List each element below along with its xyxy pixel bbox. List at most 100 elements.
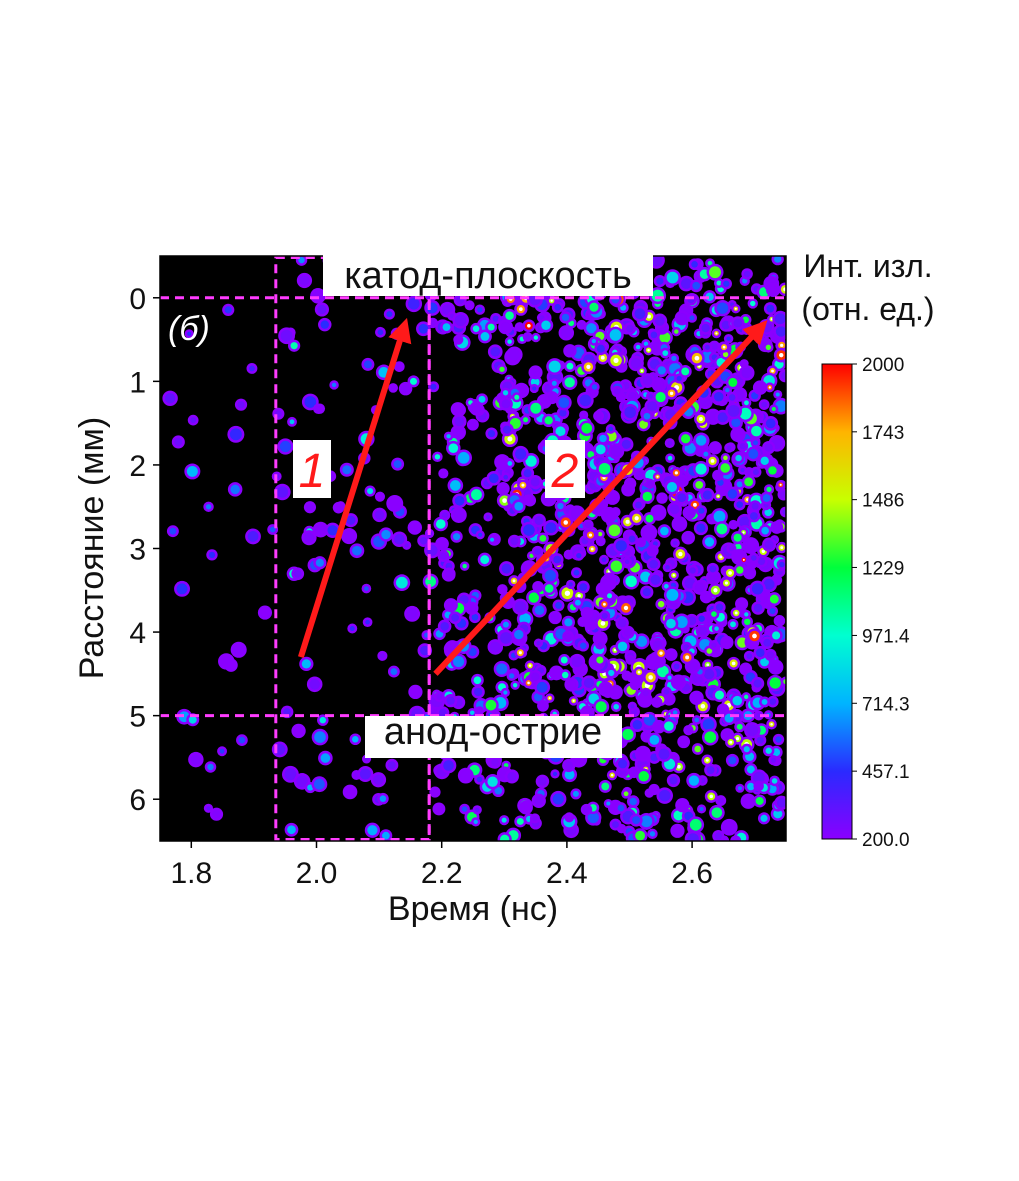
emission-core <box>518 651 522 655</box>
emission-spot <box>454 495 465 506</box>
emission-spot <box>638 539 644 545</box>
emission-spot <box>571 656 583 668</box>
emission-spot <box>706 766 715 774</box>
bottom-label-box <box>365 716 622 758</box>
emission-spot <box>299 275 310 286</box>
emission-spot <box>591 338 596 344</box>
emission-spot <box>654 316 665 326</box>
emission-spot <box>435 805 443 813</box>
emission-spot <box>499 484 508 493</box>
emission-spot <box>501 817 507 823</box>
emission-spot <box>649 831 656 837</box>
emission-spot <box>672 710 678 715</box>
emission-spot <box>595 701 607 713</box>
emission-spot <box>597 531 603 537</box>
emission-core <box>710 459 715 463</box>
emission-spot <box>609 329 622 341</box>
emission-spot <box>583 677 595 689</box>
emission-spot <box>768 466 777 475</box>
emission-spot <box>536 641 541 646</box>
emission-spot <box>736 481 743 488</box>
emission-spot <box>728 394 736 401</box>
emission-spot <box>496 456 508 468</box>
emission-spot <box>564 633 572 640</box>
emission-spot <box>666 271 679 284</box>
emission-spot <box>694 745 702 753</box>
emission-spot <box>401 384 410 393</box>
emission-spot <box>304 396 317 408</box>
emission-core <box>586 364 591 369</box>
emission-spot <box>715 603 724 611</box>
emission-spot <box>657 600 665 608</box>
emission-spot <box>579 583 588 592</box>
emission-spot <box>765 344 772 351</box>
emission-spot <box>583 806 590 813</box>
colorbar-title-line1: Инт. изл. <box>803 248 932 284</box>
emission-spot <box>431 788 439 796</box>
emission-core <box>507 436 513 442</box>
emission-spot <box>776 798 786 808</box>
emission-spot <box>364 586 369 591</box>
emission-spot <box>731 418 741 428</box>
emission-spot <box>769 608 776 615</box>
emission-spot <box>539 534 547 542</box>
emission-core <box>647 348 650 352</box>
emission-spot <box>701 323 710 333</box>
emission-spot <box>692 281 701 290</box>
emission-spot <box>480 555 490 565</box>
emission-core <box>761 549 766 553</box>
emission-spot <box>287 825 296 835</box>
emission-spot <box>704 731 717 743</box>
emission-spot <box>596 656 604 664</box>
emission-spot <box>470 489 482 501</box>
emission-spot <box>781 371 786 380</box>
emission-spot <box>381 529 391 540</box>
emission-spot <box>723 280 730 287</box>
emission-spot <box>667 675 672 680</box>
emission-spot <box>534 516 544 525</box>
emission-spot <box>471 613 479 621</box>
emission-spot <box>516 817 524 825</box>
arrow2-label-box <box>545 440 585 498</box>
emission-spot <box>779 561 785 568</box>
emission-spot <box>761 699 768 705</box>
emission-spot <box>780 491 786 498</box>
emission-spot <box>711 611 717 617</box>
emission-spot <box>164 393 176 404</box>
emission-core <box>623 605 629 611</box>
emission-spot <box>473 687 483 697</box>
emission-spot <box>642 587 651 597</box>
emission-spot <box>743 746 750 753</box>
emission-spot <box>764 508 772 517</box>
y-axis-title: Расстояние (мм) <box>73 417 111 680</box>
emission-core <box>602 602 606 606</box>
emission-spot <box>610 560 623 572</box>
emission-spot <box>655 392 666 403</box>
emission-spot <box>491 758 499 767</box>
emission-core <box>734 307 737 310</box>
emission-core <box>713 588 718 593</box>
colorbar-ticks: 2000 1743 1486 1229 971.4 714.3 457.1 200.0 <box>852 355 910 851</box>
emission-spot <box>555 426 566 437</box>
emission-spot <box>525 455 537 467</box>
emission-spot <box>630 704 635 709</box>
emission-spot <box>607 492 618 503</box>
emission-spot <box>632 719 643 730</box>
emission-spot <box>617 641 628 652</box>
emission-spot <box>453 427 464 438</box>
emission-spot <box>317 304 327 315</box>
emission-spot <box>523 469 532 478</box>
emission-spot <box>732 695 743 706</box>
emission-spot <box>696 523 706 533</box>
emission-core <box>735 737 740 741</box>
emission-spot <box>293 569 302 578</box>
emission-spot <box>624 628 633 637</box>
emission-core <box>577 594 581 598</box>
emission-spot <box>740 467 745 473</box>
emission-spot <box>595 444 606 455</box>
emission-spot <box>430 383 437 390</box>
emission-spot <box>327 525 338 536</box>
emission-spot <box>502 621 509 628</box>
emission-spot <box>531 367 541 377</box>
x-axis-title: Время (нс) <box>388 890 558 928</box>
